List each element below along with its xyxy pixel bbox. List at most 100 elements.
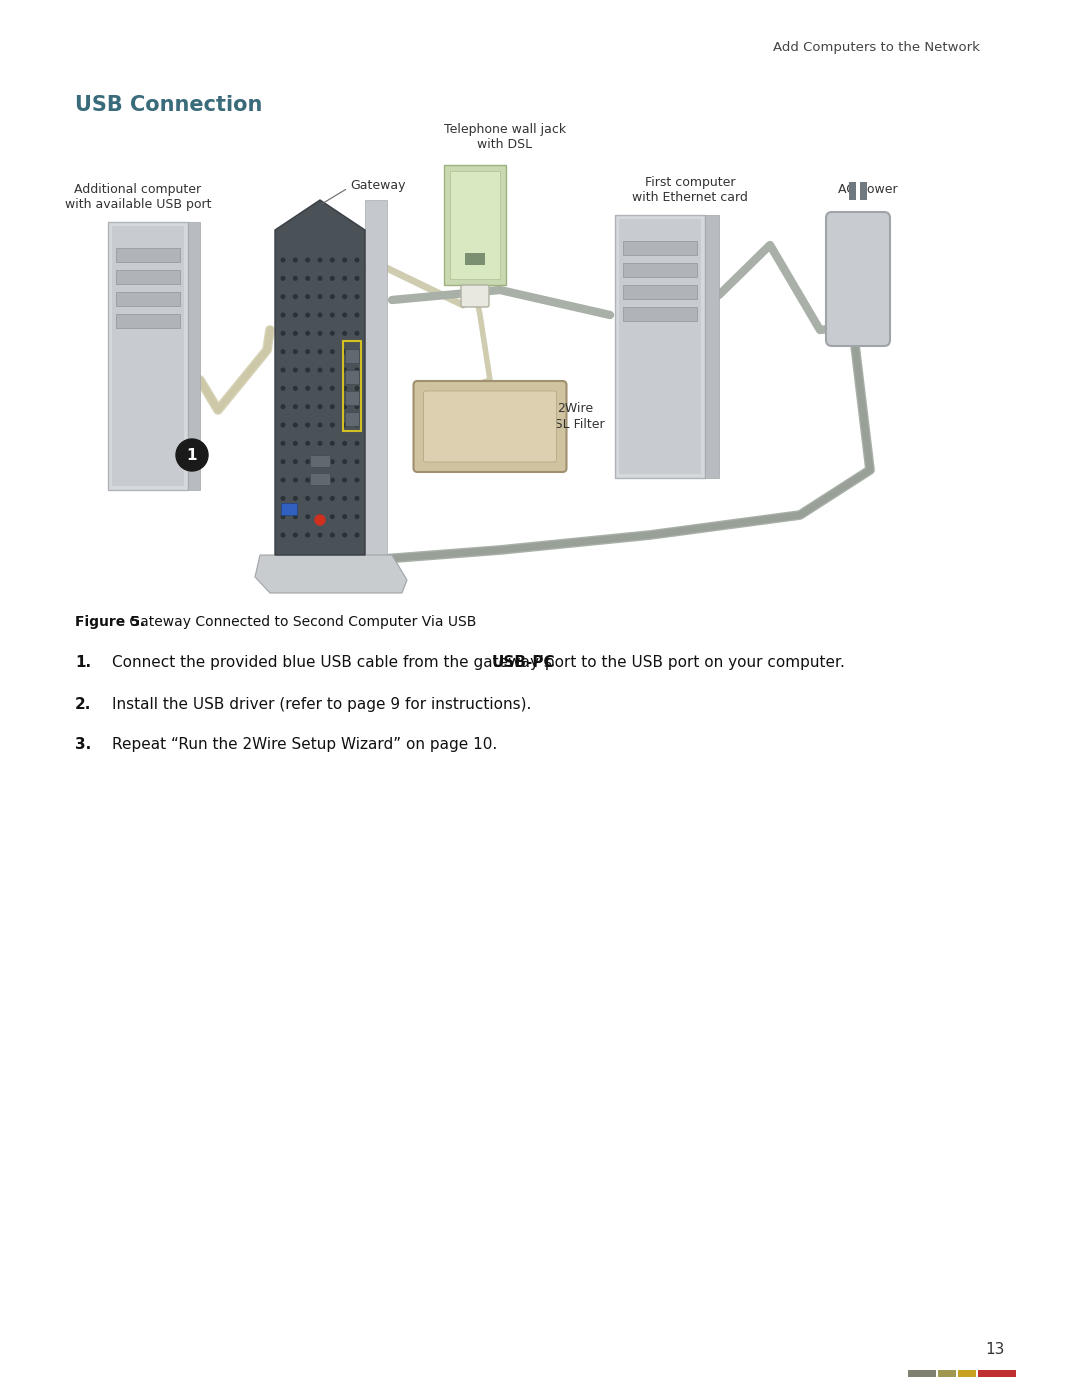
Circle shape	[281, 441, 285, 446]
Circle shape	[306, 313, 310, 317]
Circle shape	[281, 460, 285, 464]
Bar	[343, 341, 361, 430]
Circle shape	[319, 423, 322, 427]
Circle shape	[342, 277, 347, 281]
Circle shape	[281, 277, 285, 281]
Circle shape	[355, 515, 359, 518]
Circle shape	[355, 405, 359, 408]
Text: USB-PC: USB-PC	[492, 655, 555, 671]
Circle shape	[342, 478, 347, 482]
Circle shape	[342, 295, 347, 299]
Circle shape	[319, 369, 322, 372]
Circle shape	[330, 515, 334, 518]
Circle shape	[330, 534, 334, 536]
Circle shape	[281, 423, 285, 427]
Bar	[345, 391, 359, 405]
Bar	[310, 455, 330, 467]
Bar	[908, 1370, 936, 1377]
Bar	[345, 370, 359, 384]
Circle shape	[294, 441, 297, 446]
Circle shape	[294, 460, 297, 464]
Circle shape	[306, 258, 310, 261]
Circle shape	[342, 496, 347, 500]
Text: AC power: AC power	[838, 183, 897, 197]
Circle shape	[355, 349, 359, 353]
Circle shape	[315, 515, 325, 525]
Circle shape	[281, 496, 285, 500]
FancyBboxPatch shape	[826, 212, 890, 346]
Circle shape	[319, 441, 322, 446]
Bar	[623, 263, 697, 277]
Text: 2Wire
DSL Filter: 2Wire DSL Filter	[545, 402, 605, 430]
Circle shape	[281, 331, 285, 335]
Circle shape	[294, 258, 297, 261]
Bar	[705, 215, 719, 478]
Circle shape	[342, 515, 347, 518]
Text: 13: 13	[986, 1343, 1005, 1358]
Circle shape	[330, 258, 334, 261]
Circle shape	[306, 478, 310, 482]
Circle shape	[355, 441, 359, 446]
Circle shape	[342, 423, 347, 427]
Circle shape	[355, 258, 359, 261]
Bar	[345, 349, 359, 363]
Circle shape	[330, 478, 334, 482]
Circle shape	[319, 478, 322, 482]
Text: 2.: 2.	[75, 697, 92, 712]
Circle shape	[319, 258, 322, 261]
Circle shape	[330, 313, 334, 317]
Circle shape	[319, 349, 322, 353]
Text: Gateway Connected to Second Computer Via USB: Gateway Connected to Second Computer Via…	[125, 615, 476, 629]
Bar	[108, 222, 188, 490]
Bar	[958, 1370, 976, 1377]
Bar	[615, 215, 705, 478]
Text: Repeat “Run the 2Wire Setup Wizard” on page 10.: Repeat “Run the 2Wire Setup Wizard” on p…	[112, 738, 497, 752]
Circle shape	[294, 369, 297, 372]
Circle shape	[330, 387, 334, 390]
Bar	[619, 219, 701, 474]
Circle shape	[319, 534, 322, 536]
Circle shape	[306, 460, 310, 464]
Text: First computer
with Ethernet card: First computer with Ethernet card	[632, 176, 748, 204]
Circle shape	[176, 439, 208, 471]
Circle shape	[342, 460, 347, 464]
Circle shape	[342, 534, 347, 536]
Circle shape	[330, 369, 334, 372]
Circle shape	[281, 515, 285, 518]
Text: Gateway: Gateway	[350, 179, 405, 191]
Text: Figure 5.: Figure 5.	[75, 615, 145, 629]
Circle shape	[342, 387, 347, 390]
Bar	[860, 182, 867, 200]
FancyBboxPatch shape	[461, 285, 489, 307]
Text: USB Connection: USB Connection	[75, 95, 262, 115]
Circle shape	[306, 277, 310, 281]
Bar	[112, 226, 184, 486]
Circle shape	[294, 277, 297, 281]
Circle shape	[306, 387, 310, 390]
Circle shape	[306, 331, 310, 335]
Circle shape	[294, 387, 297, 390]
Bar	[116, 314, 180, 328]
Circle shape	[294, 349, 297, 353]
Circle shape	[355, 534, 359, 536]
Circle shape	[306, 496, 310, 500]
Circle shape	[355, 331, 359, 335]
Circle shape	[319, 295, 322, 299]
Circle shape	[330, 460, 334, 464]
Bar	[444, 165, 507, 285]
Bar	[465, 253, 485, 265]
Circle shape	[355, 496, 359, 500]
Circle shape	[281, 258, 285, 261]
Bar	[450, 170, 500, 279]
Bar	[116, 249, 180, 263]
Circle shape	[306, 369, 310, 372]
Circle shape	[306, 349, 310, 353]
Text: Additional computer
with available USB port: Additional computer with available USB p…	[65, 183, 212, 211]
Circle shape	[319, 515, 322, 518]
Circle shape	[355, 295, 359, 299]
Circle shape	[281, 349, 285, 353]
Circle shape	[355, 387, 359, 390]
Text: 3.: 3.	[75, 738, 91, 752]
Circle shape	[319, 331, 322, 335]
Bar	[939, 1370, 956, 1377]
